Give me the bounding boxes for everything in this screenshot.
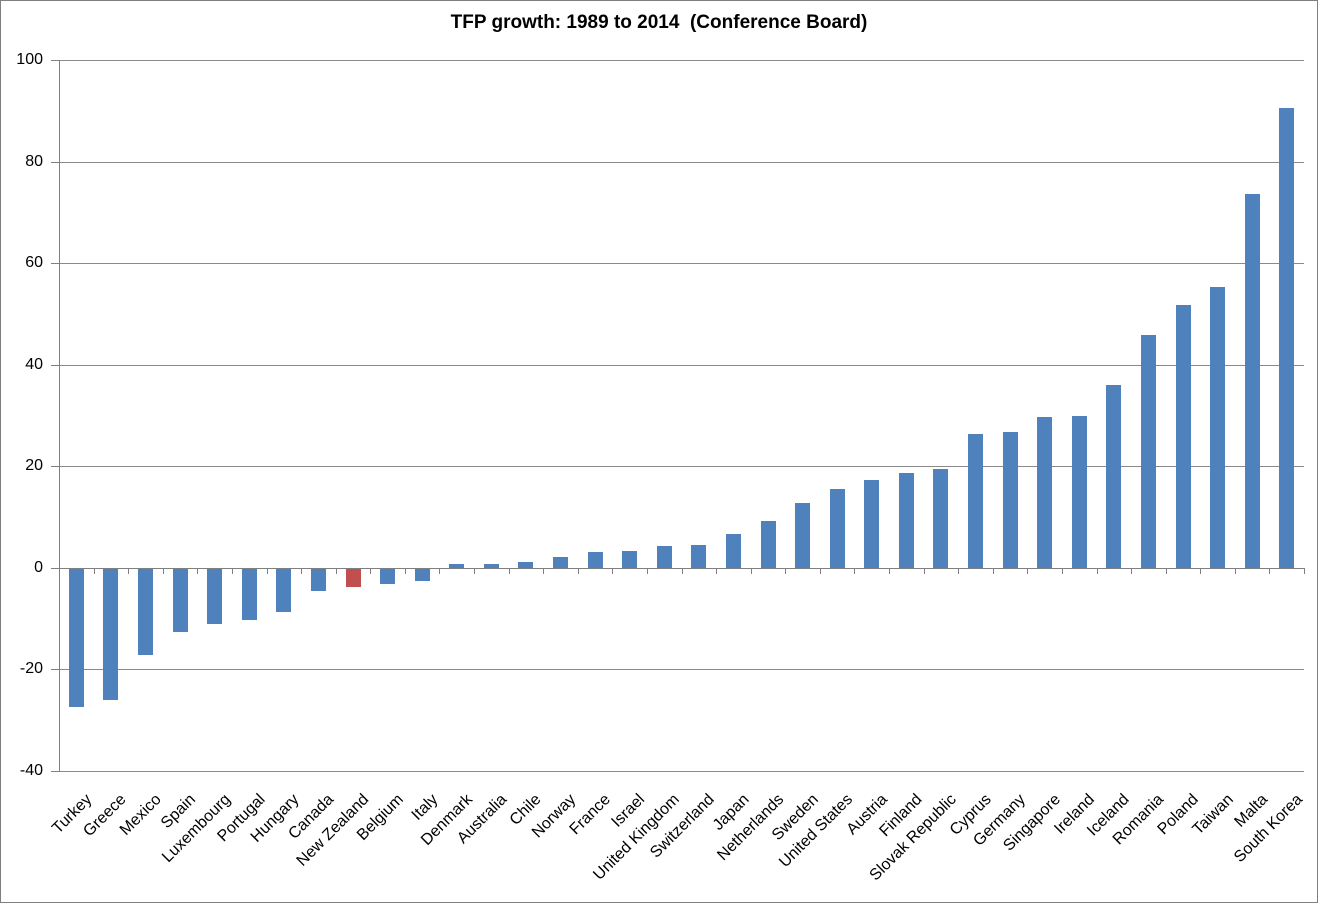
x-axis-tick [1027,567,1029,574]
x-axis-tick [1096,567,1098,574]
bar-austria [864,480,880,568]
bar-spain [172,568,188,633]
gridline-60 [59,263,1304,265]
bar-greece [103,568,119,700]
bar-israel [622,551,638,568]
gridline--40 [59,771,1304,772]
y-axis-tick [51,567,59,569]
x-axis-tick [197,567,199,574]
x-axis-tick [612,567,614,574]
y-axis-tick [51,771,59,772]
bar-france [587,552,603,568]
bar-romania [1140,335,1156,568]
x-axis-tick [1165,567,1167,574]
gridline--20 [59,669,1304,671]
x-axis-tick [819,567,821,574]
x-axis-tick [1234,567,1236,574]
bar-belgium [380,568,395,585]
bar-norway [553,557,568,568]
x-axis-tick [577,567,579,574]
x-axis-tick [785,567,787,574]
x-axis-tick [59,567,60,574]
y-axis-label: 0 [34,558,43,576]
x-axis-tick [370,567,372,574]
y-axis-label: 20 [25,457,43,475]
gridline-80 [59,161,1304,163]
y-axis-line [59,60,60,771]
x-axis-tick [923,567,925,574]
bar-taiwan [1210,287,1225,568]
chart-title: TFP growth: 1989 to 2014 (Conference Boa… [450,12,868,33]
x-axis-tick [543,567,545,574]
bar-sweden [795,502,810,568]
x-axis-tick [404,567,406,574]
bar-japan [725,533,741,568]
bar-germany [1002,431,1018,568]
bar-chile [518,561,534,568]
y-axis-label: 40 [25,355,43,373]
y-axis-tick [51,60,59,61]
x-axis-tick [301,567,303,574]
x-axis-tick [681,567,683,574]
x-axis-tick [646,567,648,574]
bar-cyprus [968,433,983,568]
bar-netherlands [760,521,776,568]
bar-singapore [1037,416,1053,568]
y-axis-tick [51,364,59,366]
bar-australia [483,563,499,568]
y-axis-label: 100 [16,51,43,68]
x-axis-tick [1131,567,1133,574]
bar-finland [898,473,914,568]
x-axis-tick [958,567,960,574]
x-axis-tick [1061,567,1063,574]
y-axis-label: 60 [25,254,43,272]
y-axis-tick [51,669,59,671]
x-axis-tick [889,567,890,574]
bar-ireland [1071,416,1087,568]
x-axis-tick [474,567,475,574]
bar-turkey [68,568,84,707]
y-axis-tick [51,161,59,163]
x-axis-tick [1304,567,1305,574]
x-axis-tick [854,567,856,574]
x-axis-tick [335,567,337,574]
bar-italy [414,568,430,582]
y-axis-tick [51,466,59,468]
bar-mexico [138,568,153,656]
x-axis-tick [266,567,268,574]
bar-denmark [449,564,465,568]
gridline-100 [59,60,1304,61]
y-axis-label: 80 [25,152,43,170]
bar-poland [1175,305,1191,568]
y-axis-label: -20 [19,660,43,678]
x-axis-tick [1200,567,1202,574]
bar-luxembourg [207,568,223,625]
y-axis-tick [51,263,59,265]
bar-switzerland [691,544,707,568]
bar-hungary [276,568,292,613]
x-axis-tick [508,567,510,574]
bar-iceland [1106,385,1122,568]
bar-portugal [241,568,257,620]
y-axis-label: -40 [19,762,43,779]
x-axis-tick [128,567,130,574]
x-axis-tick [1269,567,1271,574]
gridline-20 [59,466,1304,468]
bar-united-kingdom [656,546,672,568]
gridline-40 [59,364,1304,366]
x-axis-tick [439,567,441,574]
bar-south-korea [1279,108,1295,568]
x-axis-tick [231,567,233,574]
bar-new-zealand [345,568,361,587]
bar-slovak-republic [933,468,949,568]
x-axis-tick [716,567,718,574]
x-axis-tick [93,567,95,574]
x-axis-tick [750,567,752,574]
bar-malta [1244,194,1260,568]
bar-canada [310,568,326,591]
x-axis-tick [992,567,994,574]
bar-united-states [829,489,845,568]
x-axis-tick [162,567,164,574]
